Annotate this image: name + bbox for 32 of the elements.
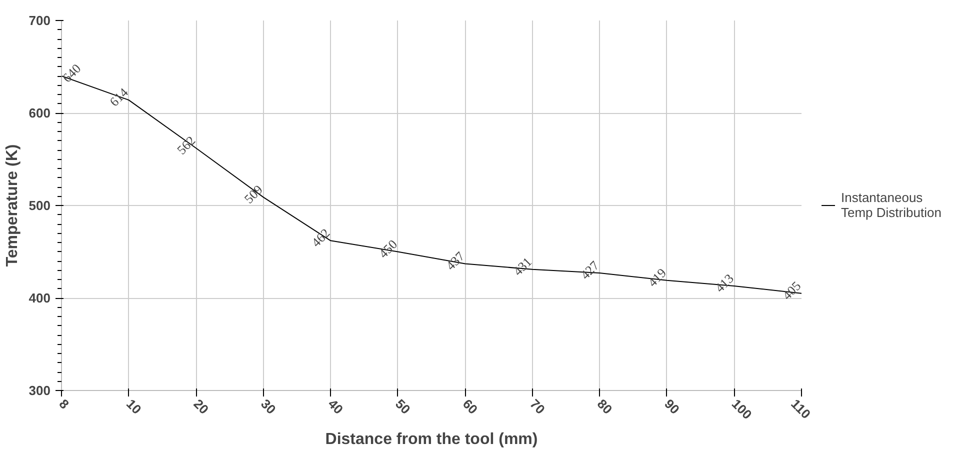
- y-tick-label: 600: [28, 106, 51, 120]
- x-tick-label: 30: [258, 396, 279, 418]
- data-label: 405: [779, 278, 804, 303]
- x-tick-label: 10: [123, 396, 144, 418]
- data-label: 437: [442, 248, 468, 273]
- data-label: 419: [644, 265, 670, 290]
- x-tick-label: 8: [56, 396, 72, 412]
- x-tick-label: 20: [190, 396, 212, 418]
- x-tick-label: 80: [594, 396, 616, 418]
- x-tick-label: 60: [460, 396, 481, 418]
- y-tick-label: 300: [28, 383, 51, 398]
- x-tick-label: 50: [392, 396, 414, 418]
- y-tick-label: 400: [28, 290, 51, 306]
- x-tick-label: 100: [728, 396, 755, 422]
- data-label: 427: [577, 257, 602, 282]
- data-label: 640: [59, 60, 84, 86]
- legend-label: Instantaneous Temp Distribution: [841, 190, 942, 220]
- data-label: 509: [241, 182, 266, 206]
- x-tick-label: 40: [325, 396, 346, 418]
- y-tick-label: 500: [28, 198, 51, 213]
- x-tick-label: 110: [788, 396, 814, 422]
- x-axis-title: Distance from the tool (mm): [325, 431, 538, 448]
- data-label: 614: [106, 84, 132, 110]
- x-tick-label: 90: [662, 396, 682, 418]
- y-axis-title: Temperature (K): [4, 144, 21, 267]
- data-label: 462: [308, 225, 333, 250]
- data-label: 450: [376, 236, 400, 261]
- y-tick-label: 700: [28, 13, 51, 28]
- x-tick-label: 70: [527, 396, 548, 418]
- data-label: 431: [510, 254, 535, 279]
- data-label: 562: [174, 132, 198, 158]
- data-label: 413: [712, 270, 736, 296]
